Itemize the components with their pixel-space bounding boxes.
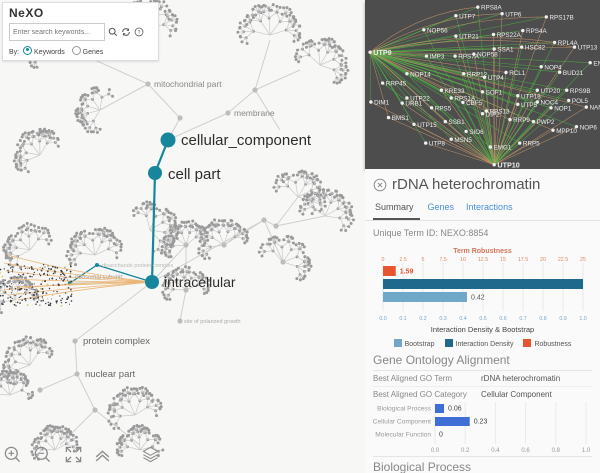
svg-text:0.06: 0.06 xyxy=(448,406,462,413)
svg-text:SIO6: SIO6 xyxy=(469,129,484,136)
svg-text:IMP3: IMP3 xyxy=(430,54,445,61)
svg-text:disaccharide protein complex: disaccharide protein complex xyxy=(102,263,173,269)
svg-text:MPP10: MPP10 xyxy=(556,128,577,135)
svg-text:PWP2: PWP2 xyxy=(537,119,555,126)
svg-text:0.42: 0.42 xyxy=(471,295,485,302)
svg-text:Cellular Component: Cellular Component xyxy=(373,419,431,426)
svg-text:0: 0 xyxy=(382,257,385,263)
svg-text:0.1: 0.1 xyxy=(399,316,406,322)
svg-text:UTP5: UTP5 xyxy=(521,102,538,109)
svg-text:15: 15 xyxy=(500,257,506,263)
svg-text:0.4: 0.4 xyxy=(459,316,466,322)
svg-text:UTP4: UTP4 xyxy=(488,75,505,82)
svg-text:0.0: 0.0 xyxy=(379,316,386,322)
svg-text:UTP7: UTP7 xyxy=(459,13,476,20)
svg-text:RRP45: RRP45 xyxy=(386,81,407,88)
svg-text:0: 0 xyxy=(439,432,443,439)
svg-text:UTP15: UTP15 xyxy=(417,122,437,129)
svg-text:RPL4A: RPL4A xyxy=(558,40,579,47)
svg-text:cellular_component: cellular_component xyxy=(181,132,312,149)
svg-text:UTP6: UTP6 xyxy=(505,11,522,18)
svg-text:membrane: membrane xyxy=(234,108,275,118)
svg-text:RPS4A: RPS4A xyxy=(526,28,547,35)
svg-text:RPS17B: RPS17B xyxy=(550,15,574,22)
svg-text:Biological Process: Biological Process xyxy=(377,406,432,413)
svg-text:RRP12: RRP12 xyxy=(467,71,488,78)
svg-text:0.6: 0.6 xyxy=(499,316,506,322)
svg-text:NOP4: NOP4 xyxy=(544,64,562,71)
svg-text:HSC82: HSC82 xyxy=(525,45,546,52)
svg-text:0.2: 0.2 xyxy=(461,448,470,454)
svg-text:0.6: 0.6 xyxy=(521,448,530,454)
svg-text:25: 25 xyxy=(580,257,586,263)
svg-text:NOP56: NOP56 xyxy=(427,27,448,34)
svg-text:SSB1: SSB1 xyxy=(449,119,466,126)
svg-text:KRE33: KRE33 xyxy=(445,88,465,95)
svg-text:NAN1: NAN1 xyxy=(590,105,600,112)
svg-text:Molecular Function: Molecular Function xyxy=(375,432,431,439)
svg-text:10: 10 xyxy=(460,257,466,263)
svg-text:cell part: cell part xyxy=(168,166,221,183)
svg-text:NOP1: NOP1 xyxy=(554,105,572,112)
svg-text:RRP5: RRP5 xyxy=(523,141,540,148)
svg-text:17.5: 17.5 xyxy=(518,257,528,263)
svg-text:22.5: 22.5 xyxy=(558,257,568,263)
svg-text:UTP10: UTP10 xyxy=(497,160,519,169)
svg-text:RPS8A: RPS8A xyxy=(481,5,502,12)
svg-text:DIM1: DIM1 xyxy=(374,100,390,107)
svg-text:ENP1: ENP1 xyxy=(593,60,600,67)
svg-text:EMG1: EMG1 xyxy=(494,145,512,152)
svg-text:1.0: 1.0 xyxy=(582,448,591,454)
svg-text:RCL1: RCL1 xyxy=(509,70,526,77)
svg-text:0.8: 0.8 xyxy=(539,316,546,322)
svg-text:protein complex: protein complex xyxy=(83,336,150,347)
svg-text:UTP20: UTP20 xyxy=(541,88,561,95)
svg-text:0.9: 0.9 xyxy=(559,316,566,322)
svg-text:site of polarized growth: site of polarized growth xyxy=(184,319,241,325)
svg-text:CBF5: CBF5 xyxy=(466,100,483,107)
svg-text:NOP14: NOP14 xyxy=(410,71,431,78)
svg-text:20: 20 xyxy=(540,257,546,263)
svg-text:UTP9: UTP9 xyxy=(373,48,391,57)
svg-text:mitochondrial part: mitochondrial part xyxy=(154,79,222,89)
svg-text:12.5: 12.5 xyxy=(478,257,488,263)
svg-text:2.5: 2.5 xyxy=(399,257,406,263)
svg-text:?: ? xyxy=(138,30,141,36)
svg-text:RPS22A: RPS22A xyxy=(497,32,522,39)
svg-text:5: 5 xyxy=(422,257,425,263)
svg-text:UTP18: UTP18 xyxy=(521,93,541,100)
svg-text:intracellular: intracellular xyxy=(164,274,236,290)
svg-text:0.3: 0.3 xyxy=(439,316,446,322)
svg-text:0.0: 0.0 xyxy=(431,448,440,454)
svg-text:BMS1: BMS1 xyxy=(392,115,410,122)
svg-text:0.7: 0.7 xyxy=(519,316,526,322)
svg-text:RRP9: RRP9 xyxy=(513,117,530,124)
svg-text:NOP6: NOP6 xyxy=(580,124,598,131)
svg-text:0.8: 0.8 xyxy=(552,448,561,454)
svg-text:RPS13: RPS13 xyxy=(490,109,510,116)
svg-text:SOF1: SOF1 xyxy=(486,89,503,96)
svg-text:POL5: POL5 xyxy=(572,98,589,105)
svg-text:NOP58: NOP58 xyxy=(477,52,498,59)
svg-text:UTP8: UTP8 xyxy=(429,141,446,148)
svg-text:UTP21: UTP21 xyxy=(459,34,479,41)
svg-text:1.0: 1.0 xyxy=(579,316,586,322)
svg-text:RPS9B: RPS9B xyxy=(570,88,591,95)
svg-text:URB1: URB1 xyxy=(405,101,422,108)
svg-text:MSN5: MSN5 xyxy=(454,137,472,144)
svg-text:UTP13: UTP13 xyxy=(578,45,598,52)
svg-text:0.2: 0.2 xyxy=(419,316,426,322)
svg-text:Term Robustness: Term Robustness xyxy=(453,248,512,255)
svg-text:1.59: 1.59 xyxy=(400,269,414,276)
svg-text:0.5: 0.5 xyxy=(479,316,486,322)
svg-text:RPS5: RPS5 xyxy=(435,105,452,112)
svg-text:0.23: 0.23 xyxy=(474,419,488,426)
svg-text:nuclear part: nuclear part xyxy=(85,369,136,380)
svg-text:BUD21: BUD21 xyxy=(563,70,584,77)
svg-text:SSA1: SSA1 xyxy=(497,47,514,54)
svg-text:0.4: 0.4 xyxy=(491,448,500,454)
svg-text:7.5: 7.5 xyxy=(439,257,446,263)
